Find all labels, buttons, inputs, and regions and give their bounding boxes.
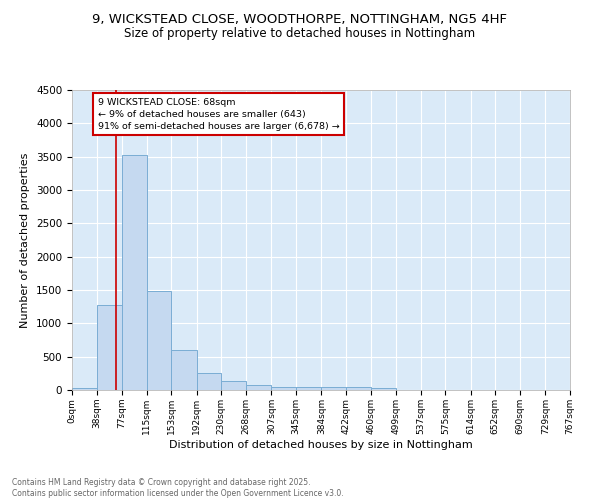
Bar [371, 388, 396, 390]
Text: 9 WICKSTEAD CLOSE: 68sqm
← 9% of detached houses are smaller (643)
91% of semi-d: 9 WICKSTEAD CLOSE: 68sqm ← 9% of detache… [98, 98, 340, 130]
Bar [246, 384, 271, 390]
Bar [346, 388, 371, 390]
Bar [271, 386, 296, 390]
Bar [221, 382, 246, 390]
Bar [146, 290, 172, 390]
Text: Size of property relative to detached houses in Nottingham: Size of property relative to detached ho… [124, 28, 476, 40]
Bar [322, 388, 346, 390]
Text: Contains HM Land Registry data © Crown copyright and database right 2025.
Contai: Contains HM Land Registry data © Crown c… [12, 478, 344, 498]
Text: 9, WICKSTEAD CLOSE, WOODTHORPE, NOTTINGHAM, NG5 4HF: 9, WICKSTEAD CLOSE, WOODTHORPE, NOTTINGH… [92, 12, 508, 26]
X-axis label: Distribution of detached houses by size in Nottingham: Distribution of detached houses by size … [169, 440, 473, 450]
Bar [197, 374, 221, 390]
Bar [122, 154, 146, 390]
Bar [172, 350, 197, 390]
Y-axis label: Number of detached properties: Number of detached properties [20, 152, 31, 328]
Bar [97, 304, 122, 390]
Bar [296, 388, 322, 390]
Bar [72, 388, 97, 390]
